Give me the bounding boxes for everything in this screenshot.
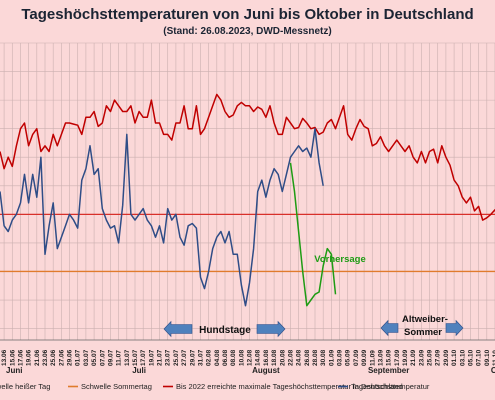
x-tick-label: 09.09 (361, 349, 368, 366)
altweibersommer-arrow-right (445, 319, 464, 337)
x-tick-label: 23.06 (42, 349, 49, 366)
x-tick-label: 04.08 (214, 349, 221, 366)
hundstage-arrow-left (163, 320, 193, 338)
x-tick-label: 07.10 (476, 349, 483, 366)
x-tick-label: 20.08 (279, 349, 286, 366)
x-tick-label: 07.09 (353, 349, 360, 366)
legend-label: Schwelle Sommertag (81, 382, 152, 391)
daily-max-temperature-line (0, 127, 324, 307)
x-tick-label: 09.10 (484, 349, 491, 366)
x-tick-label: 15.06 (9, 349, 16, 366)
x-tick-label: 18.08 (271, 349, 278, 366)
x-tick-label: 21.07 (157, 349, 164, 366)
x-tick-label: 27.06 (58, 349, 65, 366)
month-label: August (252, 366, 280, 375)
x-tick-label: 05.09 (345, 349, 352, 366)
x-tick-label: 05.07 (91, 349, 98, 366)
altweibersommer-label-line1: Altweiber- (402, 314, 448, 325)
altweibersommer-arrow-left (380, 319, 399, 337)
x-tick-label: 19.06 (26, 349, 33, 366)
forecast-label: Vorhersage (314, 254, 366, 265)
x-tick-label: 28.08 (312, 349, 319, 366)
x-tick-label: 22.08 (287, 349, 294, 366)
chart-title: Tageshöchsttemperaturen von Juni bis Okt… (21, 6, 474, 23)
x-tick-label: 06.08 (222, 349, 229, 366)
hundstage-label: Hundstage (199, 325, 251, 336)
legend-band (0, 378, 495, 400)
x-tick-label: 03.09 (337, 349, 344, 366)
x-tick-label: 16.08 (263, 349, 270, 366)
x-tick-label: 26.08 (304, 349, 311, 366)
altweibersommer-label-line2: Sommer (404, 327, 442, 338)
x-tick-label: 19.09 (402, 349, 409, 366)
legend-label: Bis 2022 erreichte maximale Tageshöchstt… (176, 382, 403, 391)
x-tick-label: 25.06 (50, 349, 57, 366)
x-tick-label: 13.06 (1, 349, 8, 366)
x-tick-label: 05.10 (467, 349, 474, 366)
x-tick-label: 17.06 (17, 349, 24, 366)
x-tick-label: 19.07 (148, 349, 155, 366)
x-tick-label: 03.10 (459, 349, 466, 366)
x-tick-label: 07.07 (99, 349, 106, 366)
x-tick-label: 29.06 (67, 349, 74, 366)
month-label: Juni (6, 366, 22, 375)
x-tick-label: 09.07 (107, 349, 114, 366)
chart-subtitle: (Stand: 26.08.2023, DWD-Messnetz) (163, 26, 332, 37)
x-tick-label: 01.07 (75, 349, 82, 366)
x-tick-label: 17.09 (394, 349, 401, 366)
x-tick-label: 25.07 (173, 349, 180, 366)
x-tick-label: 29.07 (189, 349, 196, 366)
x-tick-label: 11.07 (116, 350, 123, 366)
legend-label: Schwelle heißer Tag (0, 382, 50, 391)
x-tick-label: 15.07 (132, 349, 139, 366)
x-tick-label: 21.06 (34, 349, 41, 366)
x-tick-label: 10.08 (238, 349, 245, 366)
x-tick-label: 01.09 (328, 349, 335, 366)
x-tick-label: 21.09 (410, 349, 417, 366)
month-label: O (491, 366, 495, 375)
x-tick-label: 02.08 (206, 349, 213, 366)
x-tick-label: 12.08 (247, 349, 254, 366)
x-tick-label: 11.10 (492, 350, 495, 366)
x-tick-label: 11.09 (369, 350, 376, 366)
legend-label: Tageshöchsttemperatur (351, 382, 430, 391)
x-tick-label: 23.09 (418, 349, 425, 366)
x-tick-label: 30.08 (320, 349, 327, 366)
x-tick-label: 23.07 (165, 349, 172, 366)
x-tick-label: 13.07 (124, 349, 131, 366)
forecast-line (289, 162, 337, 307)
x-tick-label: 14.08 (255, 349, 262, 366)
hundstage-arrow-right (256, 320, 286, 338)
x-tick-label: 27.09 (435, 349, 442, 366)
x-tick-label: 24.08 (296, 349, 303, 366)
x-tick-label: 29.09 (443, 349, 450, 366)
x-tick-label: 15.09 (386, 349, 393, 366)
x-tick-label: 31.07 (197, 349, 204, 366)
x-tick-label: 13.09 (377, 349, 384, 366)
x-tick-label: 01.10 (451, 349, 458, 366)
x-tick-label: 27.07 (181, 349, 188, 366)
max-temperature-line (0, 93, 495, 221)
x-tick-label: 25.09 (427, 349, 434, 366)
x-tick-label: 03.07 (83, 349, 90, 366)
month-label: Juli (132, 366, 146, 375)
x-tick-label: 17.07 (140, 349, 147, 366)
x-tick-label: 08.08 (230, 349, 237, 366)
month-label: September (368, 366, 409, 375)
